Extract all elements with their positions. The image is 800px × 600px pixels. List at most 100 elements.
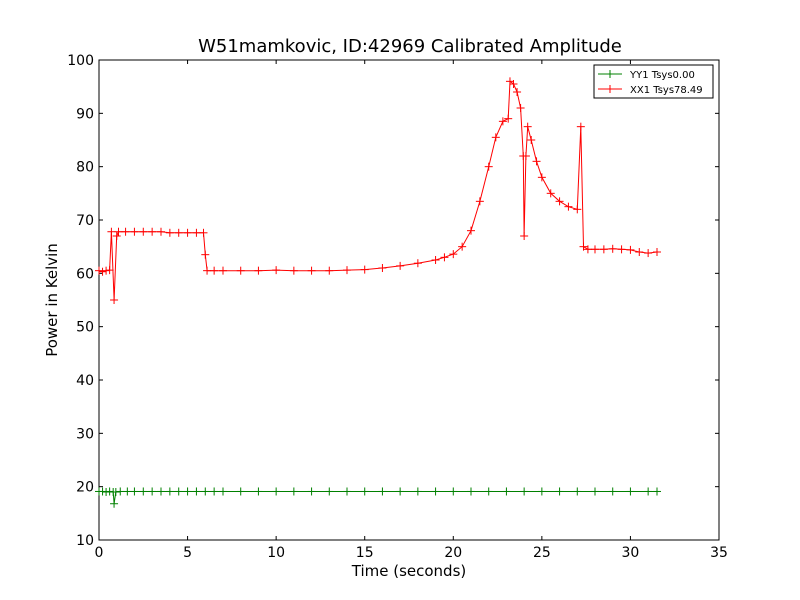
- data-point-marker: [110, 296, 119, 304]
- x-tick-label: 0: [95, 545, 104, 561]
- data-point-marker: [325, 487, 334, 496]
- data-point-marker: [532, 157, 541, 166]
- data-point-marker: [491, 133, 500, 142]
- data-point-marker: [583, 245, 592, 254]
- data-point-marker: [573, 487, 582, 496]
- data-point-marker: [123, 487, 132, 496]
- data-point-marker: [219, 266, 227, 275]
- data-point-marker: [378, 487, 387, 496]
- data-point-marker: [617, 245, 626, 254]
- legend: YY1 Tsys0.00 XX1 Tsys78.49: [593, 64, 714, 99]
- data-point-marker: [307, 487, 316, 496]
- x-tick-label: 10: [267, 545, 285, 561]
- data-point-marker: [272, 487, 281, 496]
- data-point-marker: [413, 487, 422, 496]
- data-point-marker: [546, 189, 555, 198]
- data-point-marker: [555, 197, 564, 206]
- data-point-marker: [475, 197, 484, 206]
- data-point-marker: [653, 487, 661, 496]
- x-tick-label: 35: [710, 545, 728, 561]
- data-point-marker: [413, 259, 422, 268]
- data-point-marker: [254, 487, 263, 496]
- data-point-marker: [236, 266, 245, 275]
- y-tick-label: 70: [76, 213, 94, 229]
- data-point-marker: [343, 487, 351, 496]
- data-point-marker: [537, 487, 546, 496]
- data-point-marker: [192, 228, 201, 237]
- data-point-marker: [201, 250, 210, 259]
- y-axis: 10 20 30 40 50 60 70 80 90 100: [67, 53, 719, 549]
- data-point-marker: [183, 228, 192, 237]
- plot-area: [98, 59, 720, 541]
- data-point-marker: [236, 487, 245, 496]
- legend-box: [593, 64, 714, 99]
- data-point-marker: [626, 487, 635, 496]
- data-point-marker: [467, 226, 475, 235]
- data-point-marker: [343, 266, 351, 275]
- data-point-marker: [555, 487, 564, 496]
- data-point-marker: [579, 242, 588, 251]
- data-point-marker: [449, 487, 458, 496]
- y-tick-label: 50: [76, 320, 94, 336]
- data-point-marker: [307, 266, 316, 275]
- data-point-marker: [289, 266, 298, 275]
- data-point-marker: [396, 487, 405, 496]
- data-point-marker: [502, 487, 511, 496]
- data-point-marker: [102, 266, 111, 275]
- x-tick-label: 30: [622, 545, 640, 561]
- data-point-marker: [520, 232, 529, 240]
- legend-label: XX1 Tsys78.49: [630, 85, 703, 96]
- data-point-marker: [199, 228, 208, 237]
- series-1: [95, 487, 661, 508]
- data-point-marker: [467, 487, 475, 496]
- data-point-marker: [591, 487, 599, 496]
- data-point-marker: [165, 228, 174, 237]
- data-point-marker: [509, 80, 518, 88]
- data-point-marker: [449, 250, 458, 259]
- data-point-marker: [360, 265, 369, 274]
- y-tick-label: 20: [76, 480, 94, 496]
- data-point-marker: [513, 88, 522, 96]
- data-point-marker: [130, 487, 139, 496]
- x-tick-label: 5: [183, 545, 192, 561]
- data-point-marker: [325, 266, 334, 275]
- y-tick-label: 90: [76, 106, 94, 122]
- data-point-marker: [114, 227, 123, 236]
- y-tick-label: 60: [76, 266, 94, 282]
- data-point-marker: [644, 249, 653, 258]
- data-point-marker: [201, 487, 210, 496]
- data-point-marker: [130, 227, 139, 236]
- data-point-marker: [192, 487, 201, 496]
- y-tick-label: 100: [67, 53, 94, 69]
- data-point-marker: [105, 487, 114, 496]
- data-point-marker: [111, 488, 120, 496]
- data-point-marker: [484, 162, 493, 171]
- data-point-marker: [272, 266, 281, 275]
- legend-entry: YY1 Tsys0.00: [598, 70, 695, 81]
- data-point-marker: [564, 202, 573, 211]
- data-point-marker: [440, 253, 449, 262]
- data-point-marker: [396, 261, 405, 270]
- data-point-marker: [105, 266, 114, 275]
- data-point-marker: [219, 487, 227, 496]
- data-point-marker: [157, 487, 165, 496]
- data-point-marker: [573, 205, 582, 214]
- plot-frame: [98, 59, 720, 541]
- data-point-marker: [378, 264, 387, 272]
- data-point-marker: [289, 487, 298, 496]
- data-point-marker: [431, 256, 440, 264]
- x-tick-label: 20: [444, 545, 462, 561]
- data-point-marker: [203, 266, 212, 275]
- data-point-marker: [527, 136, 536, 144]
- data-point-marker: [599, 245, 608, 254]
- y-axis-title: Power in Kelvin: [43, 243, 61, 357]
- data-point-marker: [431, 487, 440, 496]
- y-tick-label: 80: [76, 160, 94, 176]
- data-point-marker: [635, 248, 644, 256]
- data-point-marker: [139, 487, 148, 496]
- data-point-marker: [148, 227, 157, 236]
- data-point-marker: [498, 117, 507, 126]
- series-2: [95, 77, 661, 304]
- data-point-marker: [484, 487, 493, 496]
